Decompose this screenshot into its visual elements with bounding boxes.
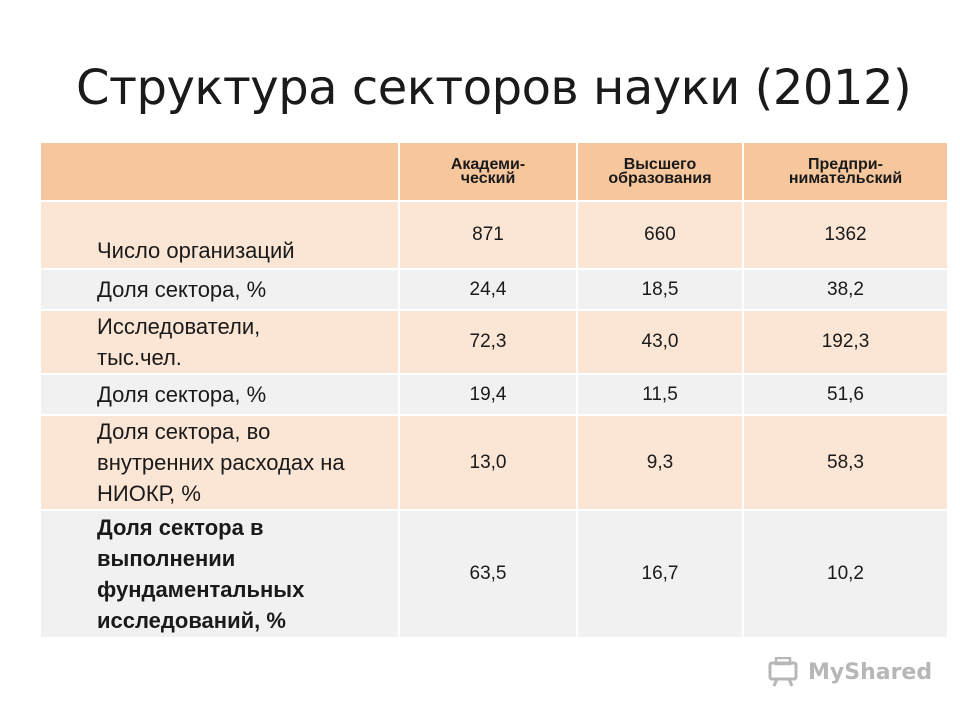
row-label: Число организаций xyxy=(41,201,400,270)
value-business: 58,3 xyxy=(743,415,949,511)
value-academic: 19,4 xyxy=(399,374,578,416)
value-business: 51,6 xyxy=(743,374,949,416)
row-label: Доля сектора, во внутренних расходах на … xyxy=(41,415,400,511)
row-label: Доля сектора в выполнении фундаментальны… xyxy=(41,510,400,639)
value-academic: 63,5 xyxy=(399,510,578,639)
header-empty-cell xyxy=(41,143,400,202)
row-label: Исследователи, тыс.чел. xyxy=(41,310,400,375)
value-academic: 13,0 xyxy=(399,415,578,511)
value-academic: 24,4 xyxy=(399,269,578,311)
row-label: Доля сектора, % xyxy=(41,269,400,311)
table-row: Доля сектора, % 19,4 11,5 51,6 xyxy=(41,374,949,416)
value-business: 38,2 xyxy=(743,269,949,311)
slide-title: Структура секторов науки (2012) xyxy=(76,60,912,116)
value-higher-education: 9,3 xyxy=(577,415,744,511)
table-row: Число организаций 871 660 1362 xyxy=(41,201,949,270)
value-academic: 871 xyxy=(399,201,578,270)
watermark-logo: MyShared xyxy=(768,657,932,687)
value-business: 192,3 xyxy=(743,310,949,375)
value-business: 1362 xyxy=(743,201,949,270)
table-row: Доля сектора, во внутренних расходах на … xyxy=(41,415,949,511)
sectors-table: Академи-ческий Высшего образования Предпр… xyxy=(41,143,949,639)
watermark-text: MyShared xyxy=(808,659,933,685)
value-higher-education: 660 xyxy=(577,201,744,270)
value-higher-education: 18,5 xyxy=(577,269,744,311)
value-higher-education: 11,5 xyxy=(577,374,744,416)
header-higher-education: Высшего образования xyxy=(577,143,744,202)
table-row: Доля сектора в выполнении фундаментальны… xyxy=(41,510,949,639)
header-business: Предпри-нимательский xyxy=(743,143,949,202)
value-academic: 72,3 xyxy=(399,310,578,375)
table-row: Доля сектора, % 24,4 18,5 38,2 xyxy=(41,269,949,311)
row-label: Доля сектора, % xyxy=(41,374,400,416)
table-row: Исследователи, тыс.чел. 72,3 43,0 192,3 xyxy=(41,310,949,375)
value-higher-education: 43,0 xyxy=(577,310,744,375)
header-academic: Академи-ческий xyxy=(399,143,578,202)
myshared-logo-icon xyxy=(768,657,802,687)
value-higher-education: 16,7 xyxy=(577,510,744,639)
value-business: 10,2 xyxy=(743,510,949,639)
table-header-row: Академи-ческий Высшего образования Предпр… xyxy=(41,143,949,202)
